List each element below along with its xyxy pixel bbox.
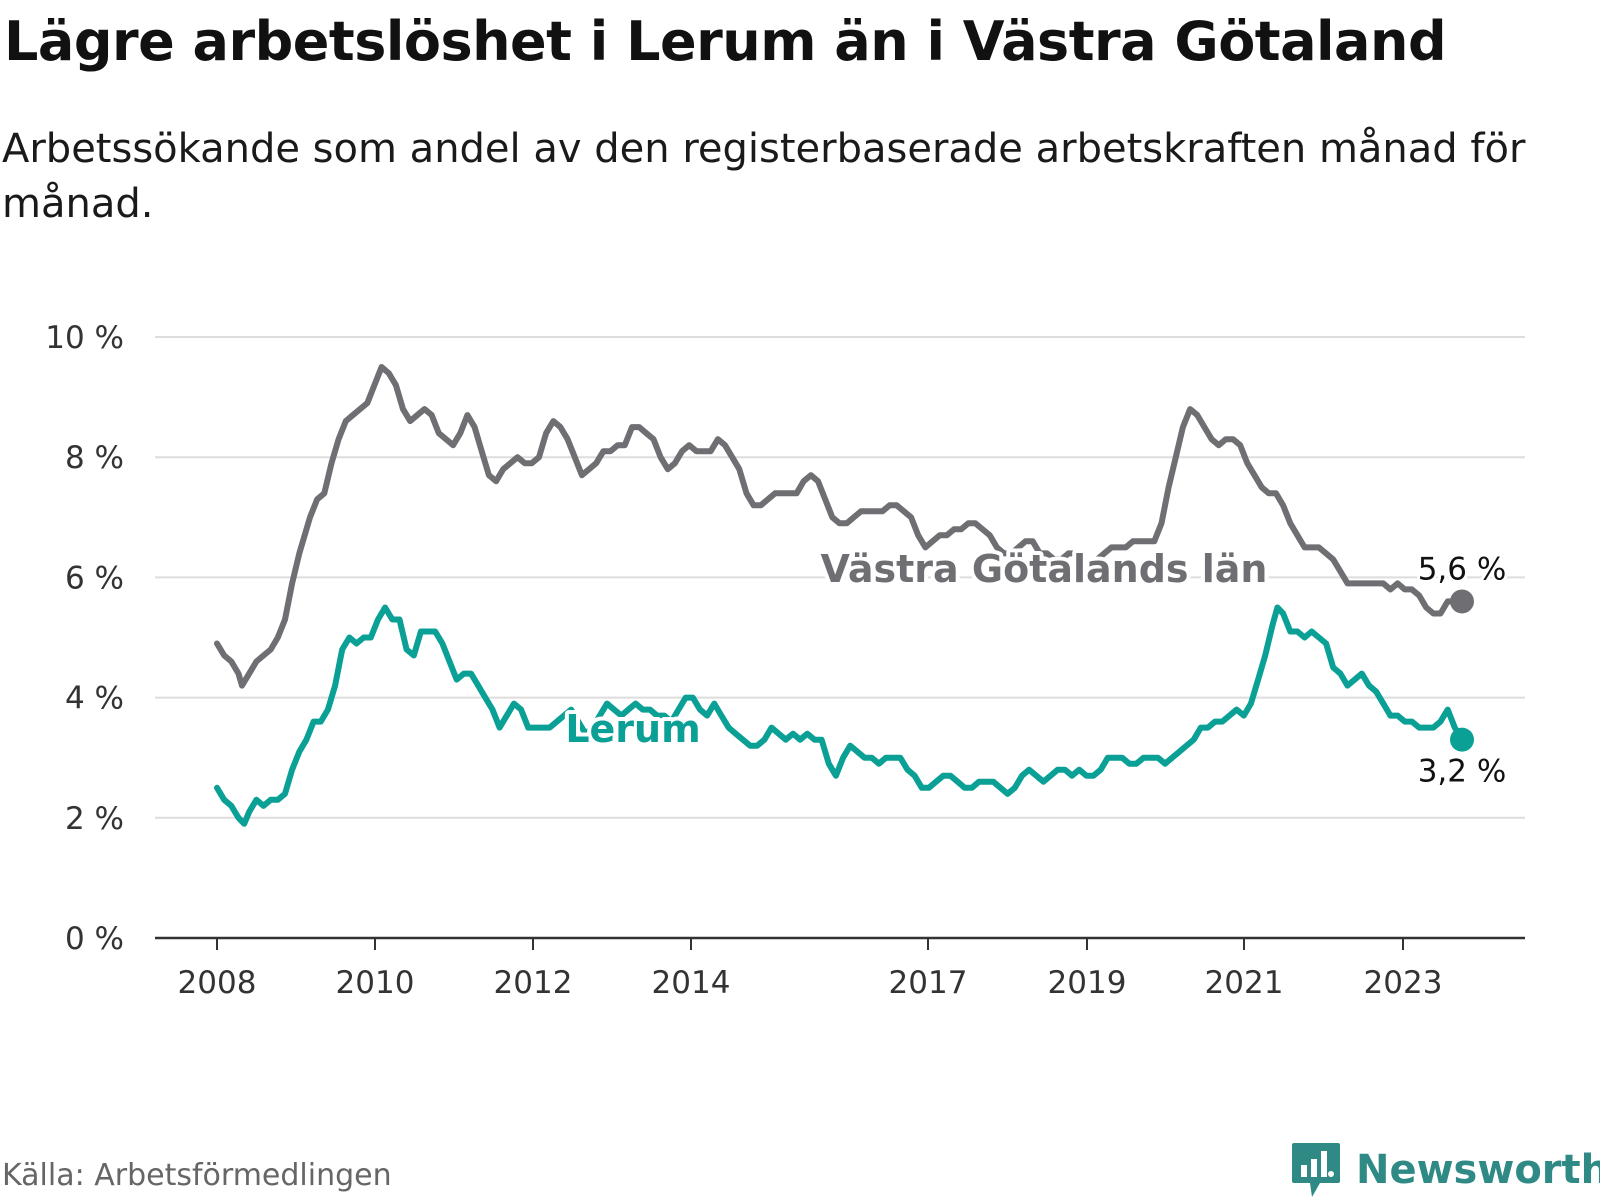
- x-tick-label: 2017: [889, 965, 968, 1001]
- y-tick-label: 2 %: [65, 801, 124, 837]
- y-tick-label: 0 %: [65, 921, 124, 957]
- y-tick-label: 8 %: [65, 440, 124, 476]
- end-value-vastra-gotaland: 5,6 %: [1418, 551, 1507, 587]
- x-tick-label: 2012: [494, 965, 573, 1001]
- series-lines: [214, 364, 1474, 827]
- source-note: Källa: Arbetsförmedlingen: [2, 1158, 392, 1193]
- x-tick-label: 2021: [1205, 965, 1284, 1001]
- y-tick-label: 10 %: [45, 320, 124, 356]
- brand-name: Newsworthy: [1356, 1147, 1600, 1193]
- chart-title: Lägre arbetslöshet i Lerum än i Västra G…: [4, 10, 1447, 73]
- y-tick-label: 4 %: [65, 681, 124, 717]
- series-labels: Västra Götalands län Lerum 5,6 % 3,2 %: [561, 543, 1509, 793]
- end-value-lerum: 3,2 %: [1418, 754, 1507, 790]
- y-tick-label: 6 %: [65, 560, 124, 596]
- chart-subtitle: Arbetssökande som andel av den registerb…: [2, 126, 1526, 227]
- x-tick-label: 2019: [1048, 965, 1127, 1001]
- series-label-lerum: Lerum: [565, 707, 700, 751]
- x-tick-label: 2008: [178, 965, 257, 1001]
- end-marker-lerum: [1450, 727, 1474, 752]
- x-tick-label: 2014: [652, 965, 731, 1001]
- end-marker-vastra-gotaland: [1450, 589, 1474, 614]
- series-label-vastra-gotaland: Västra Götalands län: [821, 547, 1268, 591]
- x-axis-ticks: 2008 2010 2012 2014 2017 2019 2021 2023: [155, 936, 1525, 1001]
- newsworthy-logo-icon: [1292, 1143, 1340, 1197]
- brand-logo[interactable]: Newsworthy: [1290, 1140, 1600, 1200]
- x-tick-label: 2023: [1364, 965, 1443, 1001]
- series-line-vastra-gotaland: [214, 364, 1465, 689]
- y-axis-ticks: 0 % 2 % 4 % 6 % 8 % 10 %: [45, 320, 124, 957]
- grid-lines: [155, 336, 1525, 819]
- series-line-lerum: [214, 604, 1465, 827]
- x-tick-label: 2010: [336, 965, 415, 1001]
